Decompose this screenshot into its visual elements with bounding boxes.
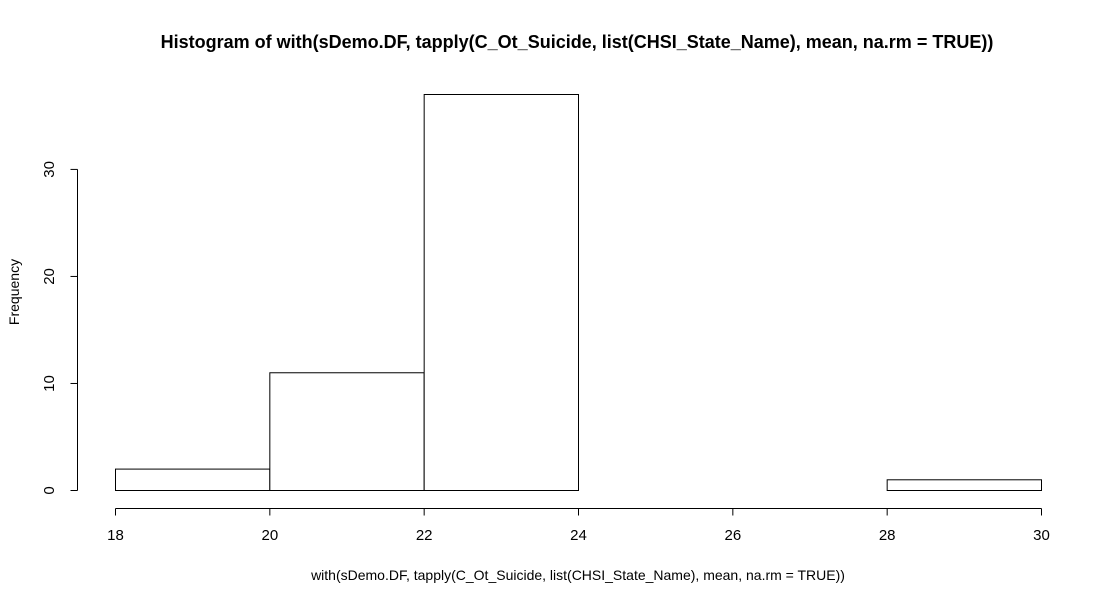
y-tick-label: 30	[41, 161, 58, 178]
y-tick-label: 10	[41, 375, 58, 392]
y-axis: 0 10 20 30	[41, 161, 78, 495]
histogram-bar	[886, 479, 1043, 492]
x-tick-label: 24	[570, 527, 587, 544]
x-tick-label: 30	[1033, 527, 1050, 544]
chart-title: Histogram of with(sDemo.DF, tapply(C_Ot_…	[161, 32, 994, 52]
histogram-bar	[269, 372, 425, 491]
histogram-bars	[115, 94, 1043, 492]
x-tick-label: 20	[261, 527, 278, 544]
x-tick-label: 18	[107, 527, 124, 544]
y-axis-label: Frequency	[6, 259, 22, 325]
x-axis: 18 20 22 24 26 28 30	[107, 508, 1050, 544]
y-tick-label: 20	[41, 268, 58, 285]
x-tick-label: 26	[724, 527, 741, 544]
x-tick-label: 22	[416, 527, 433, 544]
y-tick-label: 0	[41, 486, 58, 494]
histogram-bar	[115, 468, 271, 492]
x-axis-label: with(sDemo.DF, tapply(C_Ot_Suicide, list…	[310, 567, 845, 583]
histogram-bar	[423, 94, 579, 491]
x-tick-label: 28	[879, 527, 896, 544]
